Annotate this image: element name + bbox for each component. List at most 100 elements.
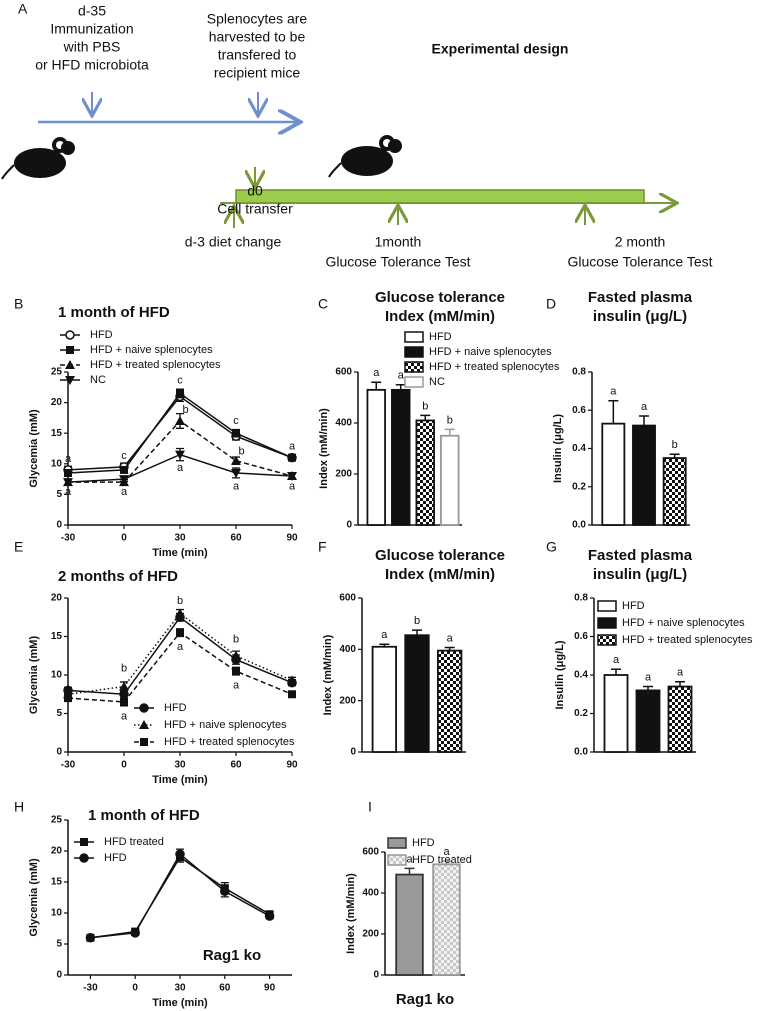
y-tick-label: 200	[339, 695, 356, 706]
legend-marker	[66, 346, 74, 354]
y-tick-label: 10	[51, 458, 63, 469]
marker	[175, 415, 185, 425]
panel-bar-chart: D Fasted plasma insulin (μg/L) 0.0 0.2 0.4 0.6…	[546, 289, 693, 531]
y-axis-label: Glycemia (mM)	[28, 636, 40, 715]
annotation: a	[177, 641, 184, 653]
y-tick-label: 15	[51, 428, 63, 439]
annotation: a	[233, 480, 240, 492]
marker	[64, 468, 72, 477]
marker	[220, 886, 230, 897]
x-tick-label: -30	[83, 983, 98, 994]
panel-letter: H	[14, 799, 24, 815]
y-tick-label: 20	[51, 397, 63, 408]
y-tick-label: 200	[362, 929, 379, 940]
annotation: a	[447, 632, 454, 644]
marker	[288, 690, 296, 699]
panel-letter: A	[18, 1, 28, 17]
error-bar	[611, 668, 621, 675]
y-tick-label: 0	[56, 747, 62, 758]
legend-swatch	[404, 331, 424, 343]
panel-letter: D	[546, 296, 556, 312]
legend-swatch	[597, 600, 617, 612]
legend-label: HFD	[164, 702, 187, 714]
y-tick-label: 5	[56, 708, 62, 719]
annotation: a	[289, 441, 296, 453]
x-axis-label: Time (min)	[152, 774, 208, 786]
note: Rag1 ko	[396, 991, 454, 1008]
y-axis-label: Insulin (μg/L)	[552, 414, 564, 483]
chart-title: Fasted plasma	[588, 289, 693, 306]
y-tick-label: 10	[51, 670, 63, 681]
annotation: a	[443, 846, 450, 858]
bar	[667, 685, 693, 753]
legend-label: HFD treated	[412, 854, 472, 866]
design-label: transfered to	[218, 47, 297, 63]
marker	[232, 667, 240, 676]
annotation: a	[177, 462, 184, 474]
error-bar	[608, 399, 619, 424]
chart-title: insulin (μg/L)	[593, 566, 687, 583]
y-tick-label: 0.0	[574, 747, 588, 758]
annotation: a	[233, 680, 240, 692]
x-tick-label: 0	[121, 533, 127, 544]
y-tick-label: 0.8	[574, 593, 588, 604]
legend-swatch	[597, 617, 617, 629]
annotation: b	[239, 445, 245, 457]
y-tick-label: 400	[335, 418, 352, 429]
error-bar	[404, 867, 415, 875]
x-tick-label: 30	[174, 533, 186, 544]
x-tick-label: 30	[174, 760, 186, 771]
legend-label: NC	[429, 376, 445, 388]
y-tick-label: 0	[373, 970, 379, 981]
annotation: a	[398, 370, 405, 382]
x-tick-label: 30	[174, 983, 186, 994]
legend-marker	[65, 376, 75, 385]
chart-title: Glucose tolerance	[375, 289, 505, 306]
marker	[231, 650, 241, 660]
x-tick-label: 90	[264, 983, 276, 994]
legend-label: HFD + treated splenocytes	[164, 736, 295, 748]
chart-title: 2 months of HFD	[58, 568, 178, 585]
annotation: c	[177, 374, 183, 386]
design-label: harvested to be	[209, 29, 306, 45]
annotation: a	[406, 853, 413, 865]
annotation: b	[672, 439, 678, 451]
annotation: b	[414, 615, 420, 627]
bar	[391, 388, 411, 526]
annotation: a	[613, 654, 620, 666]
legend-label: HFD	[104, 852, 127, 864]
bar	[404, 634, 430, 753]
marker	[264, 911, 275, 921]
panel-letter: B	[14, 296, 23, 312]
panel-letter: I	[368, 799, 372, 815]
design-label: 2 month	[615, 234, 666, 250]
bar	[662, 457, 687, 526]
y-axis-label: Index (mM/min)	[318, 408, 330, 489]
legend-swatch	[404, 376, 424, 388]
panel-letter: C	[318, 296, 328, 312]
panel-bar-chart: F Glucose tolerance Index (mM/min) 0 200 400 6…	[318, 539, 505, 758]
design-label: d-3 diet change	[185, 234, 282, 250]
marker	[85, 933, 96, 943]
chart-title: Index (mM/min)	[385, 308, 495, 325]
bar	[432, 863, 461, 976]
annotation: a	[641, 401, 648, 413]
y-tick-label: 0.8	[572, 367, 586, 378]
y-tick-label: 0	[56, 970, 62, 981]
marker	[232, 429, 240, 438]
marker	[119, 681, 129, 691]
y-tick-label: 0	[56, 520, 62, 531]
annotation: a	[65, 453, 72, 465]
y-tick-label: 0.2	[574, 708, 588, 719]
marker	[288, 453, 296, 462]
legend-label: HFD + treated splenocytes	[90, 359, 221, 371]
bar	[635, 689, 661, 753]
legend-label: HFD treated	[104, 836, 164, 848]
legend-marker	[139, 720, 149, 729]
bar	[603, 674, 629, 753]
marker	[175, 849, 185, 859]
legend-label: NC	[90, 374, 106, 386]
marker	[287, 675, 297, 685]
annotation: a	[645, 671, 652, 683]
legend-swatch	[404, 361, 424, 373]
